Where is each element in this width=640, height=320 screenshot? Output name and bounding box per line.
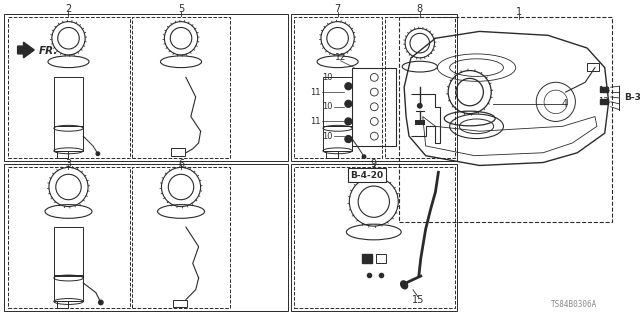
Bar <box>291 14 457 161</box>
Text: 13: 13 <box>598 97 609 106</box>
Circle shape <box>345 83 352 90</box>
Text: 11: 11 <box>310 88 321 97</box>
Text: 2: 2 <box>65 4 72 14</box>
Bar <box>294 17 381 158</box>
Text: 7: 7 <box>335 4 340 14</box>
Text: TS84B0306A: TS84B0306A <box>550 300 597 309</box>
Bar <box>600 87 607 92</box>
Bar <box>8 17 130 158</box>
Text: 10: 10 <box>322 132 333 140</box>
Polygon shape <box>18 42 35 58</box>
Bar <box>399 17 612 222</box>
Text: 14: 14 <box>598 86 609 95</box>
Text: 9: 9 <box>371 158 377 169</box>
Bar <box>326 151 337 158</box>
Text: FR.: FR. <box>39 46 58 56</box>
Text: 8: 8 <box>417 4 423 14</box>
Bar <box>362 253 372 263</box>
Text: 6: 6 <box>178 158 184 169</box>
Bar <box>323 126 352 151</box>
Bar <box>294 167 455 308</box>
Bar <box>4 14 288 161</box>
Bar <box>173 300 187 307</box>
Bar <box>54 227 83 276</box>
Bar <box>352 68 396 146</box>
Text: B-3: B-3 <box>624 93 640 102</box>
Bar <box>600 99 607 104</box>
Ellipse shape <box>400 280 408 290</box>
Bar <box>54 275 83 301</box>
Circle shape <box>362 154 367 159</box>
Text: 1: 1 <box>516 7 522 17</box>
Bar <box>291 164 457 311</box>
Text: 12: 12 <box>335 53 346 62</box>
Bar <box>376 253 385 263</box>
Bar <box>172 148 185 156</box>
Bar <box>57 151 68 158</box>
Circle shape <box>345 100 352 107</box>
Bar <box>4 164 288 311</box>
Text: 10: 10 <box>322 73 333 82</box>
Bar <box>57 300 68 308</box>
Text: B-4-20: B-4-20 <box>350 171 383 180</box>
Bar <box>132 167 230 308</box>
Text: 3: 3 <box>65 158 72 169</box>
Bar <box>385 17 455 158</box>
Text: 11: 11 <box>310 117 321 126</box>
Text: 4: 4 <box>561 99 568 109</box>
Bar <box>587 63 599 70</box>
Bar <box>132 17 230 158</box>
Circle shape <box>345 118 352 125</box>
Circle shape <box>345 136 352 142</box>
Text: 10: 10 <box>322 102 333 111</box>
Bar <box>415 120 425 125</box>
Circle shape <box>417 103 423 109</box>
Text: 5: 5 <box>178 4 184 14</box>
Text: 15: 15 <box>412 294 424 305</box>
Bar <box>323 77 352 126</box>
Bar <box>8 167 130 308</box>
Circle shape <box>98 300 104 305</box>
Circle shape <box>95 151 100 156</box>
Bar <box>54 77 83 126</box>
Bar <box>54 126 83 151</box>
